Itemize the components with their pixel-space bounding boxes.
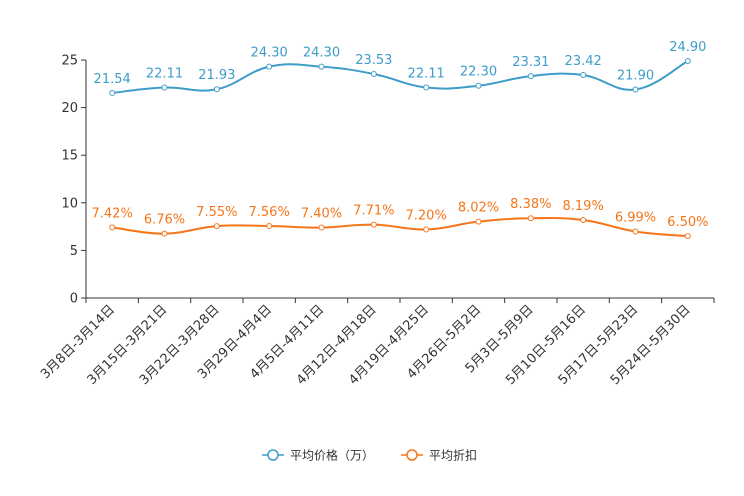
legend-swatch-marker [406,449,418,461]
legend-item-0[interactable]: 平均价格（万） [262,448,374,463]
data-point[interactable] [109,224,116,231]
data-point[interactable] [527,73,534,80]
data-label: 7.42% [92,206,133,221]
data-label: 23.53 [355,53,392,68]
data-point[interactable] [266,63,273,70]
data-point[interactable] [213,86,220,93]
data-label: 22.30 [460,65,497,80]
data-label: 23.42 [565,54,602,69]
data-point[interactable] [213,223,220,230]
data-point[interactable] [632,228,639,235]
legend: 平均价格（万） 平均折扣 [262,448,477,463]
legend-label: 平均折扣 [429,448,477,463]
y-tick-label: 5 [70,244,78,259]
data-label: 24.30 [251,46,288,61]
data-point[interactable] [423,226,430,233]
data-label: 22.11 [408,67,445,82]
data-point[interactable] [580,72,587,79]
series-0: 21.54 22.11 21.93 24.30 24.30 23.53 22.11 22.30… [94,40,706,96]
data-label: 6.50% [667,215,708,230]
data-point[interactable] [475,82,482,89]
y-tick-label: 0 [70,292,78,307]
legend-label: 平均价格（万） [290,448,374,463]
data-label: 7.40% [301,207,342,222]
y-tick-label: 20 [61,101,78,116]
data-point[interactable] [161,230,168,237]
data-label: 24.30 [303,46,340,61]
series-line [112,216,688,238]
data-label: 7.71% [353,204,394,219]
data-point[interactable] [423,84,430,91]
legend-item-1[interactable]: 平均折扣 [401,448,477,463]
data-label: 22.11 [146,67,183,82]
data-label: 7.55% [196,205,237,220]
data-point[interactable] [632,86,639,93]
data-point[interactable] [370,221,377,228]
series-line [112,60,689,94]
data-label: 23.31 [512,55,549,70]
data-label: 7.20% [406,208,447,223]
data-point[interactable] [527,215,534,222]
legend-swatch-marker [267,449,279,461]
y-tick-label: 25 [61,54,78,69]
series-layer: 21.54 22.11 21.93 24.30 24.30 23.53 22.11 22.30… [92,40,708,240]
y-tick-label: 10 [61,196,78,211]
data-label: 8.38% [510,197,551,212]
data-label: 24.90 [669,40,706,55]
data-label: 21.93 [198,68,235,83]
data-point[interactable] [684,57,691,64]
data-point[interactable] [475,218,482,225]
data-point[interactable] [580,217,587,224]
data-point[interactable] [109,89,116,96]
data-point[interactable] [684,233,691,240]
data-label: 8.02% [458,201,499,216]
data-point[interactable] [266,223,273,230]
axes: 05101520253月8日-3月14日3月15日-3月21日3月22日-3月2… [38,54,715,388]
series-1: 7.42% 6.76% 7.55% 7.56% 7.40% 7.71% 7.20% 8.02%… [92,197,708,240]
data-label: 6.99% [615,210,656,225]
y-tick-label: 15 [61,149,78,164]
data-point[interactable] [161,84,168,91]
data-label: 6.76% [144,213,185,228]
data-point[interactable] [370,70,377,77]
data-label: 7.56% [249,205,290,220]
data-label: 21.90 [617,69,654,84]
data-point[interactable] [318,63,325,70]
data-label: 21.54 [94,72,131,87]
data-point[interactable] [318,224,325,231]
data-label: 8.19% [563,199,604,214]
